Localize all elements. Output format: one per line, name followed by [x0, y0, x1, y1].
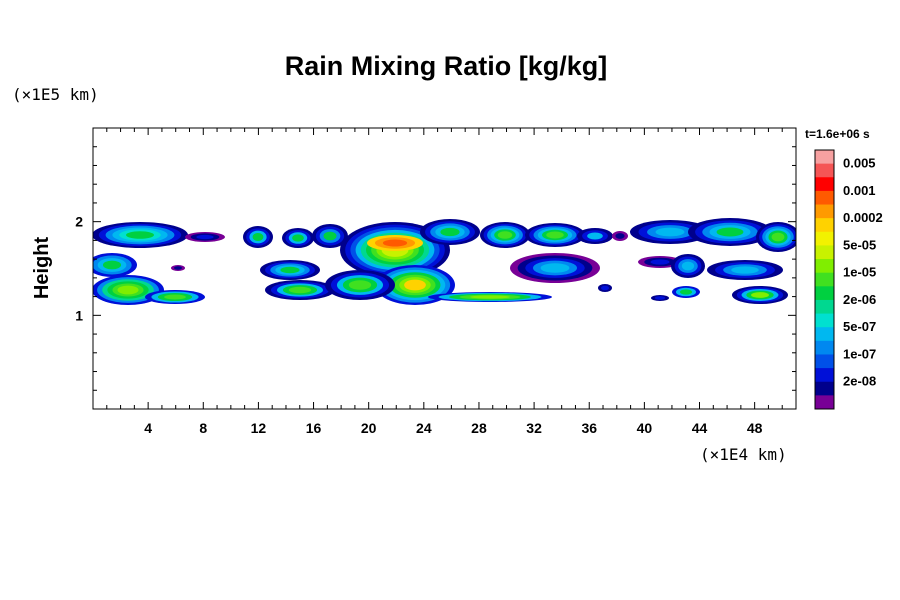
- field-contour: [587, 232, 603, 240]
- field-contour: [771, 232, 785, 242]
- plot-frame: [92, 127, 797, 410]
- colorbar-swatch: [815, 286, 834, 301]
- colorbar-label: 1e-07: [843, 346, 876, 361]
- x-tick-label: 44: [692, 420, 708, 436]
- field-contour: [615, 233, 625, 239]
- colorbar-label: 0.005: [843, 156, 876, 171]
- colorbar-swatch: [815, 259, 834, 274]
- colorbar-swatch: [815, 150, 834, 165]
- colorbar-swatch: [815, 218, 834, 233]
- time-label: t=1.6e+06 s: [805, 127, 870, 141]
- x-tick-label: 40: [637, 420, 653, 436]
- field-contour: [654, 296, 666, 300]
- rain-field: [93, 218, 796, 305]
- field-contour: [681, 261, 695, 271]
- field-contour: [102, 260, 122, 270]
- colorbar-frame: [814, 149, 835, 410]
- colorbar-swatch: [815, 299, 834, 315]
- colorbar-swatch: [815, 354, 834, 369]
- field-contour: [117, 285, 139, 295]
- y-tick-label: 1: [75, 307, 83, 323]
- colorbar-swatch: [815, 272, 834, 287]
- field-contour: [600, 285, 610, 291]
- colorbar-swatch: [815, 368, 834, 383]
- field-contour: [655, 227, 685, 237]
- x-tick-label: 12: [251, 420, 267, 436]
- y-ticks: 12: [75, 146, 796, 391]
- field-contour: [348, 280, 372, 290]
- y-axis-label: Height: [31, 237, 53, 300]
- field-contour: [288, 286, 312, 294]
- field-contour: [540, 263, 570, 273]
- x-tick-label: 32: [526, 420, 542, 436]
- field-contour: [323, 231, 337, 241]
- colorbar-label: 2e-08: [843, 374, 876, 389]
- field-contour: [280, 266, 300, 274]
- field-contour: [650, 259, 670, 265]
- colorbar-label: 5e-07: [843, 319, 876, 334]
- chart-title: Rain Mixing Ratio [kg/kg]: [285, 51, 608, 81]
- field-contour: [731, 266, 759, 274]
- colorbar-label: 5e-05: [843, 237, 876, 252]
- field-contour: [546, 231, 564, 239]
- x-ticks: 4 8 12 16 20 24 28 32 36 40 44 48: [106, 128, 783, 436]
- field-contour: [679, 289, 693, 295]
- x-tick-label: 48: [747, 420, 763, 436]
- colorbar-swatch: [815, 245, 834, 260]
- field-contour: [292, 234, 304, 242]
- colorbar-swatch: [815, 163, 834, 178]
- field-contour: [440, 227, 460, 237]
- colorbar-swatch: [815, 340, 834, 355]
- field-contour: [173, 266, 183, 270]
- field-contour: [252, 233, 264, 241]
- field-contour: [196, 234, 214, 240]
- colorbar-label: 0.0002: [843, 210, 883, 225]
- field-contour: [497, 231, 513, 239]
- colorbar-swatch: [815, 231, 834, 246]
- field-contour: [470, 295, 510, 299]
- x-tick-label: 4: [144, 420, 152, 436]
- x-tick-label: 16: [306, 420, 322, 436]
- colorbar-swatch: [815, 381, 834, 396]
- x-tick-label: 8: [199, 420, 207, 436]
- colorbar-label: 2e-06: [843, 292, 876, 307]
- field-contour: [751, 292, 769, 298]
- x-unit-label: (×1E4 km): [700, 445, 787, 464]
- colorbar-swatch: [815, 327, 834, 342]
- x-tick-label: 24: [416, 420, 432, 436]
- colorbar-label: 0.001: [843, 183, 876, 198]
- x-tick-label: 20: [361, 420, 377, 436]
- colorbar-label: 1e-05: [843, 265, 876, 280]
- colorbar: 0.005 0.001 0.0002 5e-05 1e-05 2e-06 5e-07 1e-0…: [814, 149, 883, 410]
- field-contour: [404, 279, 426, 291]
- y-tick-label: 2: [75, 214, 83, 230]
- colorbar-swatch: [815, 204, 834, 219]
- x-tick-label: 36: [581, 420, 597, 436]
- y-unit-label: (×1E5 km): [12, 85, 99, 104]
- field-contour: [382, 239, 408, 247]
- field-contour: [164, 294, 186, 300]
- field-contour: [126, 231, 154, 239]
- field-contour: [716, 227, 744, 237]
- colorbar-swatch: [815, 177, 834, 192]
- colorbar-swatch: [815, 313, 834, 328]
- x-tick-label: 28: [471, 420, 487, 436]
- colorbar-swatch: [815, 190, 834, 206]
- colorbar-swatch: [815, 395, 834, 410]
